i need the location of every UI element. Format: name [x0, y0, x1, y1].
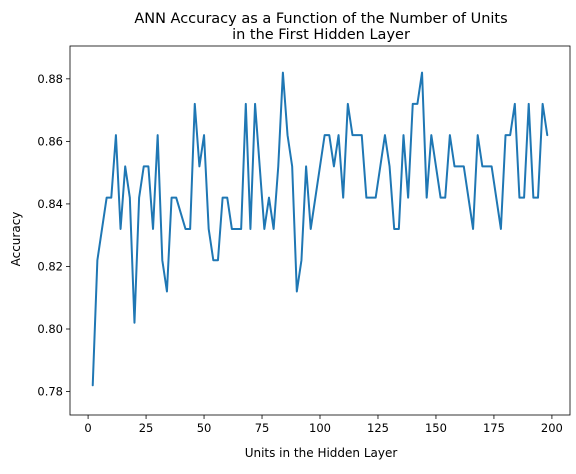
x-axis-label: Units in the Hidden Layer	[245, 446, 398, 460]
x-tick-label: 75	[255, 421, 270, 435]
chart-title-line-1: ANN Accuracy as a Function of the Number…	[134, 11, 507, 27]
y-tick-label: 0.80	[37, 322, 63, 336]
data-series-line	[91, 71, 549, 387]
x-tick-label: 125	[367, 421, 389, 435]
y-tick-label: 0.78	[37, 385, 63, 399]
x-tick-label: 150	[425, 421, 447, 435]
y-axis-ticks: 0.78 0.80 0.82 0.84 0.86 0.88	[37, 72, 70, 399]
plot-area	[69, 45, 571, 416]
x-axis-ticks: 0 25 50 75 100 125 150 175 200	[84, 415, 563, 435]
y-tick-label: 0.84	[37, 197, 63, 211]
x-tick-label: 0	[84, 421, 91, 435]
x-tick-label: 50	[197, 421, 212, 435]
chart-title-line-2: in the First Hidden Layer	[232, 27, 410, 43]
y-tick-label: 0.88	[37, 72, 63, 86]
y-axis-label: Accuracy	[9, 212, 23, 267]
x-tick-label: 100	[309, 421, 331, 435]
y-tick-label: 0.86	[37, 134, 63, 148]
x-tick-label: 200	[541, 421, 563, 435]
plot-frame	[69, 45, 571, 416]
x-tick-label: 25	[139, 421, 154, 435]
y-tick-label: 0.82	[37, 259, 63, 273]
x-tick-label: 175	[483, 421, 505, 435]
